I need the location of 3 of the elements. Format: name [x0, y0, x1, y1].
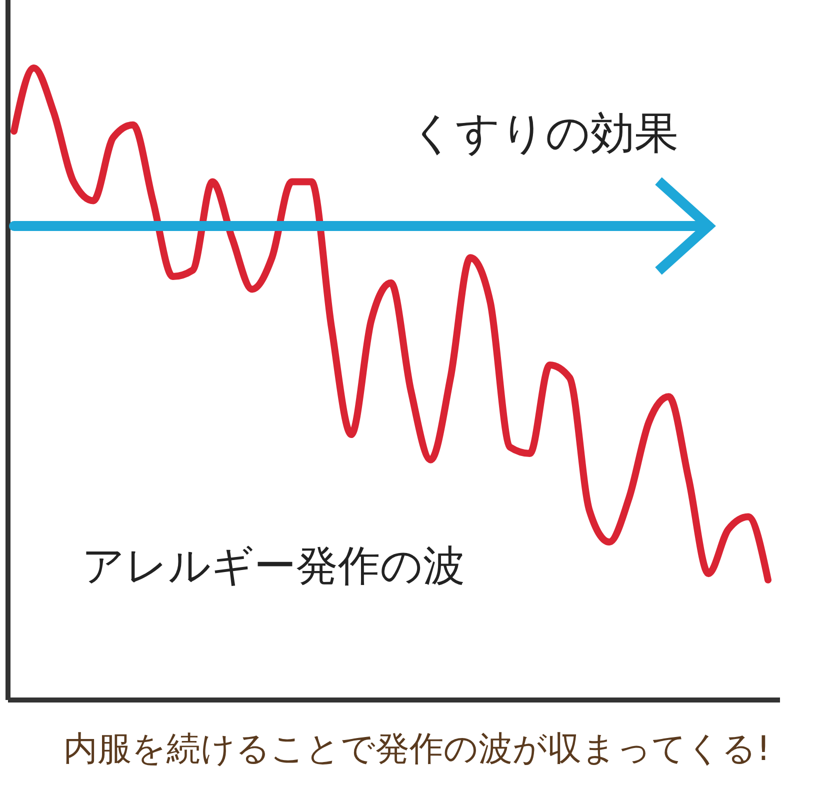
series-label: くすりの効果 — [410, 108, 678, 159]
text: 内服を続けることで発作の波が収まってくる! — [64, 729, 770, 769]
text: アレルギー発作の波 — [82, 540, 465, 590]
